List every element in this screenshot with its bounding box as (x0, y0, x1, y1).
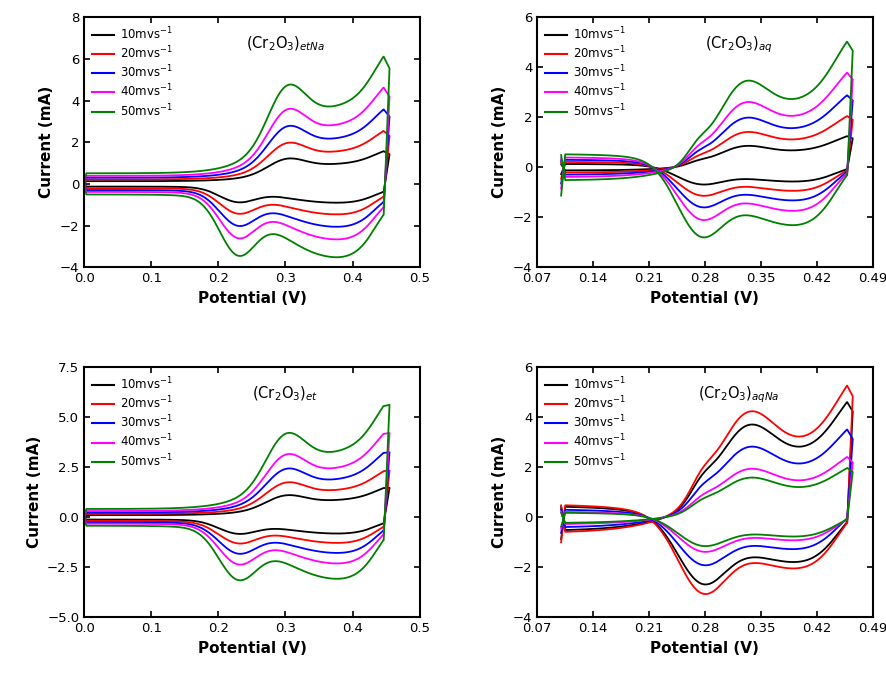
Y-axis label: Current (mA): Current (mA) (492, 436, 507, 549)
Text: (Cr$_2$O$_3$)$_{aqNa}$: (Cr$_2$O$_3$)$_{aqNa}$ (697, 385, 780, 405)
Y-axis label: Current (mA): Current (mA) (492, 86, 507, 198)
Text: (Cr$_2$O$_3$)$_{et}$: (Cr$_2$O$_3$)$_{et}$ (253, 385, 319, 403)
Text: (Cr$_2$O$_3$)$_{aq}$: (Cr$_2$O$_3$)$_{aq}$ (704, 35, 773, 56)
Legend: 10mvs$^{-1}$, 20mvs$^{-1}$, 30mvs$^{-1}$, 40mvs$^{-1}$, 50mvs$^{-1}$: 10mvs$^{-1}$, 20mvs$^{-1}$, 30mvs$^{-1}$… (543, 23, 628, 121)
Legend: 10mvs$^{-1}$, 20mvs$^{-1}$, 30mvs$^{-1}$, 40mvs$^{-1}$, 50mvs$^{-1}$: 10mvs$^{-1}$, 20mvs$^{-1}$, 30mvs$^{-1}$… (90, 23, 175, 121)
X-axis label: Potential (V): Potential (V) (650, 641, 759, 656)
X-axis label: Potential (V): Potential (V) (198, 641, 307, 656)
Text: (Cr$_2$O$_3$)$_{etNa}$: (Cr$_2$O$_3$)$_{etNa}$ (246, 35, 325, 53)
Y-axis label: Current (mA): Current (mA) (39, 86, 54, 198)
Legend: 10mvs$^{-1}$, 20mvs$^{-1}$, 30mvs$^{-1}$, 40mvs$^{-1}$, 50mvs$^{-1}$: 10mvs$^{-1}$, 20mvs$^{-1}$, 30mvs$^{-1}$… (90, 373, 175, 471)
Legend: 10mvs$^{-1}$, 20mvs$^{-1}$, 30mvs$^{-1}$, 40mvs$^{-1}$, 50mvs$^{-1}$: 10mvs$^{-1}$, 20mvs$^{-1}$, 30mvs$^{-1}$… (543, 373, 628, 471)
X-axis label: Potential (V): Potential (V) (198, 291, 307, 306)
X-axis label: Potential (V): Potential (V) (650, 291, 759, 306)
Y-axis label: Current (mA): Current (mA) (27, 436, 42, 549)
